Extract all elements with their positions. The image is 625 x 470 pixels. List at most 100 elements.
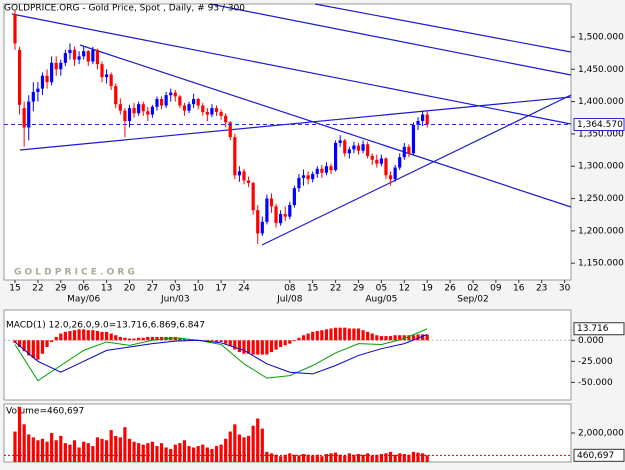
- macd-histogram-bar: [356, 328, 361, 341]
- volume-bar: [283, 454, 287, 462]
- candle-body: [192, 99, 196, 105]
- volume-bar: [338, 454, 342, 462]
- volume-bar: [256, 418, 260, 462]
- x-tick-label: 24: [238, 284, 250, 294]
- volume-bar: [416, 452, 420, 462]
- x-tick-label: 17: [215, 284, 226, 294]
- macd-histogram-bar: [251, 340, 255, 355]
- volume-bar: [68, 444, 72, 462]
- volume-bar: [164, 447, 168, 462]
- y-tick-label: 1,150.000: [578, 259, 624, 269]
- macd-histogram-bar: [279, 340, 283, 348]
- candle-body: [370, 155, 374, 160]
- macd-line: [14, 334, 428, 375]
- y-tick-label: 1,450.000: [578, 65, 624, 75]
- macd-histogram-bar: [59, 333, 63, 341]
- x-tick-label: 19: [421, 284, 433, 294]
- macd-histogram-bar: [274, 340, 278, 350]
- macd-histogram-bar: [237, 340, 242, 353]
- macd-histogram-bar: [22, 340, 26, 352]
- volume-bar: [279, 456, 283, 462]
- candle-body: [182, 105, 187, 111]
- y-tick-label: 1,200.000: [578, 226, 624, 236]
- candle-body: [27, 101, 31, 128]
- candle-body: [425, 114, 429, 125]
- volume-bar: [237, 434, 242, 462]
- macd-label: MACD(1) 12.0,26.0,9.0=13.716,6.869,6.847: [6, 321, 205, 331]
- candle-body: [246, 180, 251, 184]
- macd-histogram-bar: [256, 340, 260, 355]
- macd-histogram-bar: [150, 336, 154, 341]
- last-value-box: [573, 448, 625, 462]
- volume-label: Volume=460,697: [6, 407, 84, 417]
- volume-bar: [137, 443, 141, 462]
- trend-line: [11, 13, 572, 125]
- macd-histogram-bar: [292, 340, 296, 342]
- x-tick-label: 06: [78, 284, 90, 294]
- volume-bar: [260, 428, 264, 462]
- volume-bar: [86, 443, 90, 462]
- volume-bar: [82, 441, 86, 462]
- macd-histogram-bar: [109, 333, 113, 341]
- last-value-label: 1,364.570: [577, 120, 623, 130]
- macd-histogram-bar: [352, 328, 356, 341]
- volume-bar: [141, 444, 145, 462]
- x-tick-label: 27: [147, 284, 158, 294]
- candle-body: [311, 173, 315, 180]
- volume-bar: [366, 453, 370, 462]
- macd-histogram-bar: [320, 330, 324, 341]
- candle-body: [187, 104, 191, 111]
- macd-histogram-bar: [329, 328, 333, 341]
- volume-bar: [123, 427, 127, 462]
- candle-body: [137, 104, 141, 114]
- candle-body: [274, 206, 278, 224]
- volume-bar: [40, 438, 45, 462]
- x-tick-label: 05: [376, 284, 387, 294]
- macd-histogram-bar: [50, 340, 54, 342]
- macd-histogram-bar: [45, 340, 49, 348]
- volume-bar: [155, 446, 159, 462]
- volume-bar: [301, 454, 306, 462]
- candle-body: [283, 214, 287, 217]
- volume-bar: [425, 455, 429, 462]
- macd-histogram-bar: [27, 340, 31, 356]
- x-tick-label: 09: [490, 284, 502, 294]
- candle-body: [228, 122, 232, 138]
- x-tick-label: 10: [192, 284, 204, 294]
- volume-bar: [224, 438, 228, 462]
- volume-bar: [288, 453, 292, 462]
- candle-body: [301, 175, 306, 178]
- x-tick-label: 15: [307, 284, 318, 294]
- candle-body: [141, 104, 145, 112]
- candle-body: [214, 108, 219, 112]
- volume-bar: [201, 444, 205, 462]
- candle-body: [356, 145, 361, 151]
- volume-bar: [63, 443, 67, 462]
- macd-histogram-bar: [416, 334, 420, 341]
- volume-bar: [246, 435, 251, 462]
- macd-histogram-bar: [114, 335, 118, 341]
- volume-bar: [320, 456, 324, 462]
- x-tick-label: 23: [536, 284, 547, 294]
- candle-body: [22, 108, 26, 128]
- candle-body: [118, 104, 122, 111]
- candle-body: [324, 166, 329, 173]
- volume-bar: [356, 454, 361, 462]
- candle-body: [132, 108, 136, 114]
- candle-body: [379, 158, 383, 164]
- macd-histogram-bar: [72, 330, 77, 341]
- volume-bar: [324, 454, 329, 462]
- candle-body: [224, 115, 228, 123]
- candle-body: [91, 49, 95, 62]
- candle-body: [164, 95, 168, 106]
- macd-histogram-bar: [214, 340, 219, 342]
- candle-body: [127, 108, 132, 121]
- macd-histogram-bar: [311, 331, 315, 341]
- macd-histogram-bar: [155, 336, 159, 341]
- volume-bar: [132, 441, 136, 462]
- month-label: Aug/05: [365, 295, 397, 305]
- candle-body: [384, 158, 388, 176]
- candle-body: [333, 142, 338, 171]
- trend-line: [79, 44, 572, 208]
- macd-histogram-bar: [95, 331, 100, 341]
